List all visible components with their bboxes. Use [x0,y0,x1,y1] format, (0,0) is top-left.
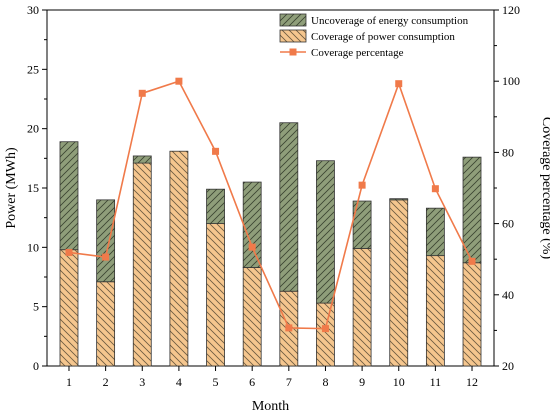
y-tick-label: 15 [27,181,39,195]
x-tick-label: 1 [66,375,72,389]
bar-coverage [242,267,262,367]
x-axis-title: Month [252,399,289,414]
x-tick-label: 6 [249,375,255,389]
coverage-point [248,243,256,251]
legend-swatch [279,29,307,43]
bar-coverage [169,150,189,367]
legend: Uncoverage of energy consumption Coverage… [279,13,469,59]
bar-coverage [96,281,116,367]
bar-uncoverage [389,198,409,201]
y-tick-label: 25 [27,62,39,76]
bar-uncoverage [352,200,372,249]
bar-coverage [425,255,445,367]
bar-coverage [132,162,152,367]
x-tick-label: 4 [176,375,182,389]
bars-group [59,122,482,367]
bar-uncoverage [242,181,262,268]
bar-coverage [316,302,335,367]
x-tick-label: 3 [139,375,145,389]
bar-uncoverage [96,199,116,283]
coverage-point [321,325,329,333]
line-layer [65,77,476,333]
coverage-point [358,181,366,189]
legend-marker [289,48,297,56]
y2-tick-label: 40 [502,288,514,302]
x-tick-label: 9 [359,375,365,389]
bar-coverage [352,248,372,367]
coverage-point [138,89,146,97]
bar-coverage [389,199,409,367]
y2-tick-label: 100 [502,74,520,88]
coverage-line [68,80,473,330]
legend-label: Uncoverage of energy consumption [311,15,469,27]
x-tick-label: 8 [322,375,328,389]
legend-label: Coverage of power consumption [311,31,455,43]
y2-tick-label: 80 [502,145,514,159]
y-tick-label: 5 [33,300,39,314]
x-tick-label: 10 [393,375,405,389]
x-tick-label: 11 [430,375,442,389]
x-tick-label: 2 [103,375,109,389]
y2-axis-title: Coverage percentage (%) [539,117,550,260]
bar-uncoverage [132,155,152,164]
y2-tick-label: 120 [502,3,520,17]
coverage-point [468,257,476,265]
coverage-point [212,147,220,155]
coverage-point [65,248,73,256]
x-tick-label: 5 [213,375,219,389]
bar-uncoverage [425,207,445,257]
y-axis-title: Power (MWh) [4,147,19,229]
bar-coverage [462,262,482,367]
bar-uncoverage [279,122,299,292]
bar-coverage [206,223,225,367]
x-tick-label: 7 [286,375,292,389]
coverage-point [431,185,439,193]
bar-uncoverage [59,141,79,251]
bar-coverage [59,249,79,367]
coverage-point [285,324,293,332]
y-tick-label: 20 [27,122,39,136]
bar-uncoverage [206,188,225,224]
y-tick-label: 10 [27,240,39,254]
bar-uncoverage [316,160,335,304]
y2-tick-label: 60 [502,217,514,231]
x-tick-label: 12 [466,375,478,389]
coverage-point [102,253,110,261]
y-tick-label: 30 [27,3,39,17]
bar-uncoverage [462,156,482,264]
y-tick-label: 0 [33,359,39,373]
legend-label: Coverage percentage [311,47,404,59]
legend-swatch [279,13,307,27]
coverage-point [175,77,183,85]
coverage-point [395,80,403,88]
y2-tick-label: 20 [502,359,514,373]
